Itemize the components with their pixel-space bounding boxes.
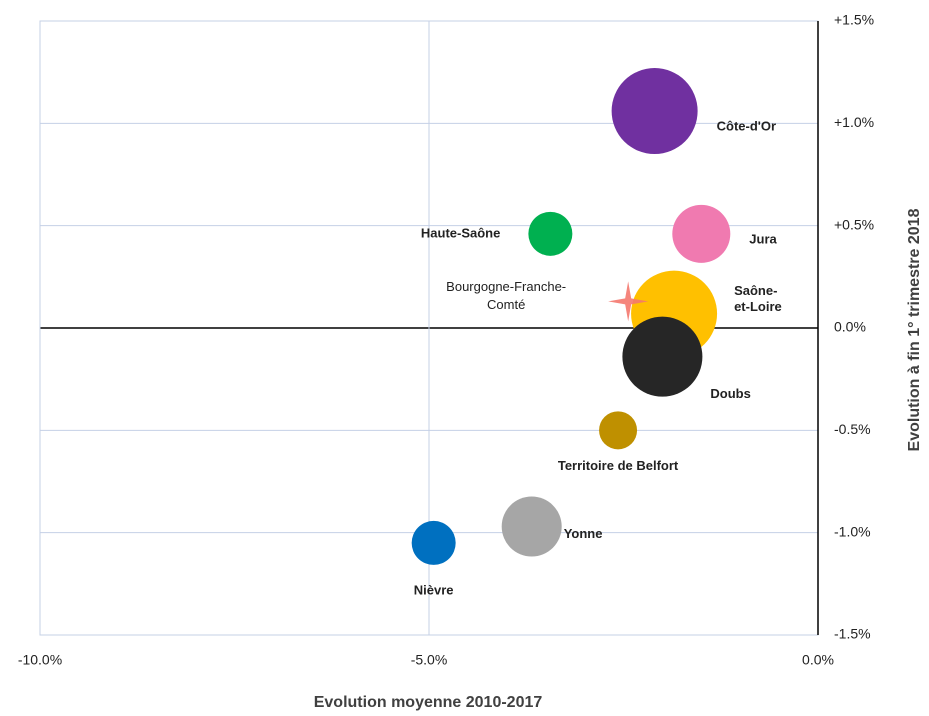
bubble-label: Nièvre (414, 582, 454, 597)
y-tick-label: 0.0% (834, 319, 866, 335)
bubble-label: Yonne (564, 526, 603, 541)
y-tick-label: +0.5% (834, 216, 874, 232)
bubble-label: et-Loire (734, 299, 782, 314)
reference-marker (608, 281, 649, 322)
bubble (411, 520, 456, 565)
bubble (672, 204, 731, 263)
bubble-label: Jura (749, 231, 777, 246)
bubble-label: Côte-d'Or (717, 118, 776, 133)
bubble-label: Haute-Saône (421, 225, 500, 240)
bubble-label: Doubs (710, 386, 750, 401)
bubble-label: Saône- (734, 283, 777, 298)
x-axis-label: Evolution moyenne 2010-2017 (314, 694, 543, 711)
reference-label: Comté (487, 297, 525, 312)
bubble (501, 496, 562, 557)
bubble-label: Territoire de Belfort (558, 458, 679, 473)
bubble (528, 211, 573, 256)
y-axis-label: Evolution à fin 1° trimestre 2018 (906, 208, 923, 451)
bubble (599, 411, 638, 450)
reference-label: Bourgogne-Franche- (446, 279, 566, 294)
y-tick-label: -1.0% (834, 523, 871, 539)
x-tick-label: -10.0% (18, 652, 62, 668)
x-tick-label: -5.0% (411, 652, 448, 668)
y-tick-label: +1.5% (834, 12, 874, 28)
y-tick-label: -1.5% (834, 626, 871, 642)
bubble (622, 316, 703, 397)
y-tick-label: -0.5% (834, 421, 871, 437)
y-tick-label: +1.0% (834, 114, 874, 130)
bubble (611, 68, 698, 155)
x-tick-label: 0.0% (802, 652, 834, 668)
